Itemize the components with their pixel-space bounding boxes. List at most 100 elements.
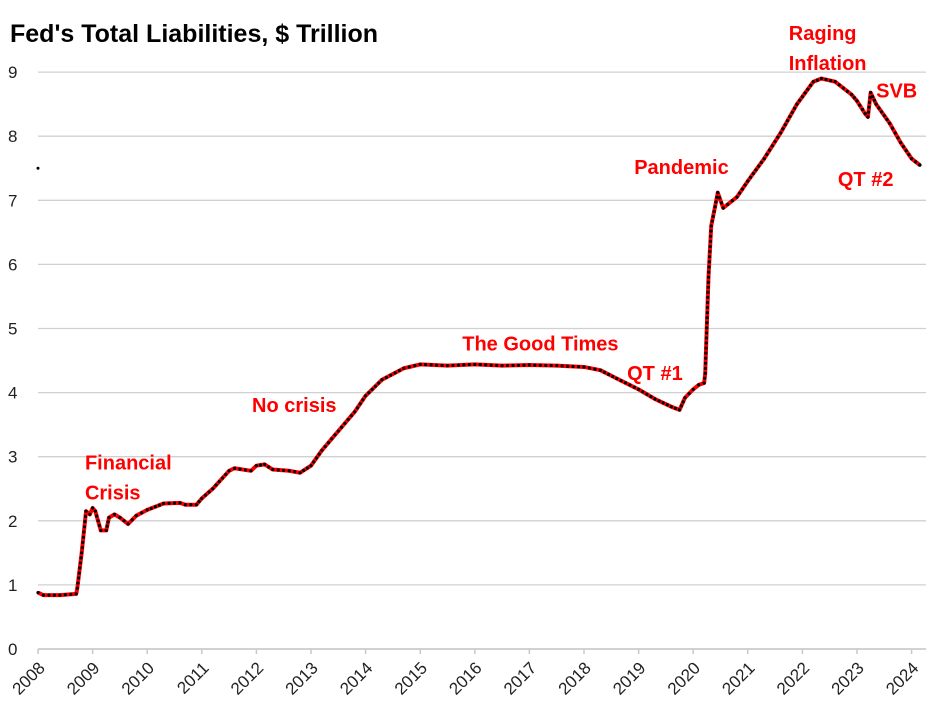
data-point bbox=[751, 171, 755, 176]
data-point bbox=[445, 364, 450, 368]
data-point bbox=[819, 76, 824, 81]
x-tick-label: 2017 bbox=[500, 658, 540, 698]
data-point bbox=[330, 437, 334, 441]
data-point bbox=[153, 505, 157, 509]
chart-title: Fed's Total Liabilities, $ Trillion bbox=[10, 20, 378, 48]
data-point bbox=[336, 429, 340, 433]
data-point bbox=[653, 397, 657, 401]
x-tick-label: 2010 bbox=[118, 658, 158, 698]
data-point bbox=[917, 163, 922, 167]
y-tick-label: 0 bbox=[8, 640, 17, 659]
data-point bbox=[287, 469, 291, 473]
data-point bbox=[293, 470, 297, 474]
data-point bbox=[703, 366, 707, 370]
data-point bbox=[910, 157, 914, 161]
data-point bbox=[407, 365, 411, 369]
data-point bbox=[80, 546, 84, 550]
data-point bbox=[706, 290, 710, 295]
data-point bbox=[687, 391, 691, 396]
data-point bbox=[317, 452, 321, 456]
data-point bbox=[778, 131, 783, 135]
data-point bbox=[346, 417, 350, 422]
data-point bbox=[224, 472, 228, 476]
data-point bbox=[267, 465, 271, 469]
x-tick-label: 2015 bbox=[391, 658, 431, 698]
data-point bbox=[703, 376, 707, 380]
data-point bbox=[806, 87, 810, 91]
data-point bbox=[232, 466, 237, 470]
y-axis: 0 1 2 3 4 5 6 7 8 9 bbox=[8, 63, 17, 659]
data-point bbox=[75, 586, 79, 590]
y-tick-label: 9 bbox=[8, 63, 17, 82]
data-point bbox=[872, 98, 876, 102]
data-point bbox=[709, 224, 713, 228]
data-point bbox=[172, 501, 177, 505]
data-point bbox=[783, 123, 787, 127]
data-point bbox=[456, 363, 461, 367]
data-point bbox=[451, 363, 455, 368]
data-point bbox=[649, 395, 653, 399]
data-point bbox=[149, 506, 153, 510]
data-point bbox=[516, 363, 521, 367]
data-point bbox=[582, 365, 586, 369]
data-point bbox=[249, 469, 253, 473]
data-point bbox=[707, 260, 711, 264]
x-tick-label: 2008 bbox=[9, 658, 49, 698]
data-point bbox=[619, 379, 623, 383]
data-point bbox=[434, 363, 439, 367]
data-point bbox=[527, 363, 532, 367]
data-point bbox=[194, 503, 198, 507]
data-point bbox=[429, 363, 433, 367]
data-point bbox=[781, 127, 785, 131]
data-point bbox=[879, 110, 884, 114]
y-tick-label: 4 bbox=[8, 384, 17, 403]
data-point bbox=[203, 493, 208, 497]
data-point bbox=[757, 164, 761, 168]
data-point bbox=[611, 374, 615, 379]
annotation-line: Raging bbox=[789, 23, 857, 45]
data-point bbox=[704, 331, 709, 335]
data-point bbox=[358, 402, 362, 406]
data-point bbox=[815, 78, 820, 82]
data-point bbox=[811, 80, 815, 84]
data-point bbox=[183, 503, 188, 507]
data-point bbox=[343, 421, 347, 425]
data-point bbox=[220, 476, 225, 480]
data-point bbox=[262, 462, 267, 466]
data-point bbox=[762, 157, 766, 161]
data-point bbox=[91, 506, 95, 510]
data-point bbox=[888, 121, 892, 125]
x-tick-label: 2022 bbox=[773, 658, 813, 698]
data-point bbox=[691, 387, 695, 391]
data-point bbox=[544, 363, 548, 368]
data-point bbox=[571, 364, 575, 369]
data-point bbox=[641, 390, 645, 394]
annotation-line: Pandemic bbox=[634, 157, 728, 179]
data-point bbox=[167, 501, 171, 505]
data-point bbox=[869, 91, 873, 95]
data-point bbox=[702, 381, 706, 385]
data-point bbox=[717, 196, 722, 200]
data-point bbox=[657, 399, 661, 403]
data-point bbox=[254, 464, 258, 468]
data-point bbox=[677, 408, 682, 412]
data-point bbox=[703, 361, 708, 365]
x-tick-label: 2018 bbox=[555, 658, 595, 698]
data-point bbox=[157, 503, 162, 507]
data-point bbox=[112, 512, 117, 516]
data-point bbox=[130, 518, 134, 522]
data-point bbox=[495, 363, 499, 368]
data-point bbox=[893, 131, 897, 135]
data-point bbox=[602, 370, 607, 374]
data-point bbox=[74, 592, 78, 596]
data-point bbox=[852, 96, 856, 100]
data-point bbox=[637, 387, 641, 391]
data-point bbox=[707, 255, 712, 259]
data-point bbox=[566, 364, 570, 368]
data-point bbox=[389, 373, 393, 377]
annotation-line: No crisis bbox=[252, 395, 336, 417]
data-point bbox=[704, 346, 708, 350]
data-point bbox=[489, 363, 493, 367]
data-point bbox=[858, 103, 862, 107]
data-point bbox=[867, 100, 872, 104]
